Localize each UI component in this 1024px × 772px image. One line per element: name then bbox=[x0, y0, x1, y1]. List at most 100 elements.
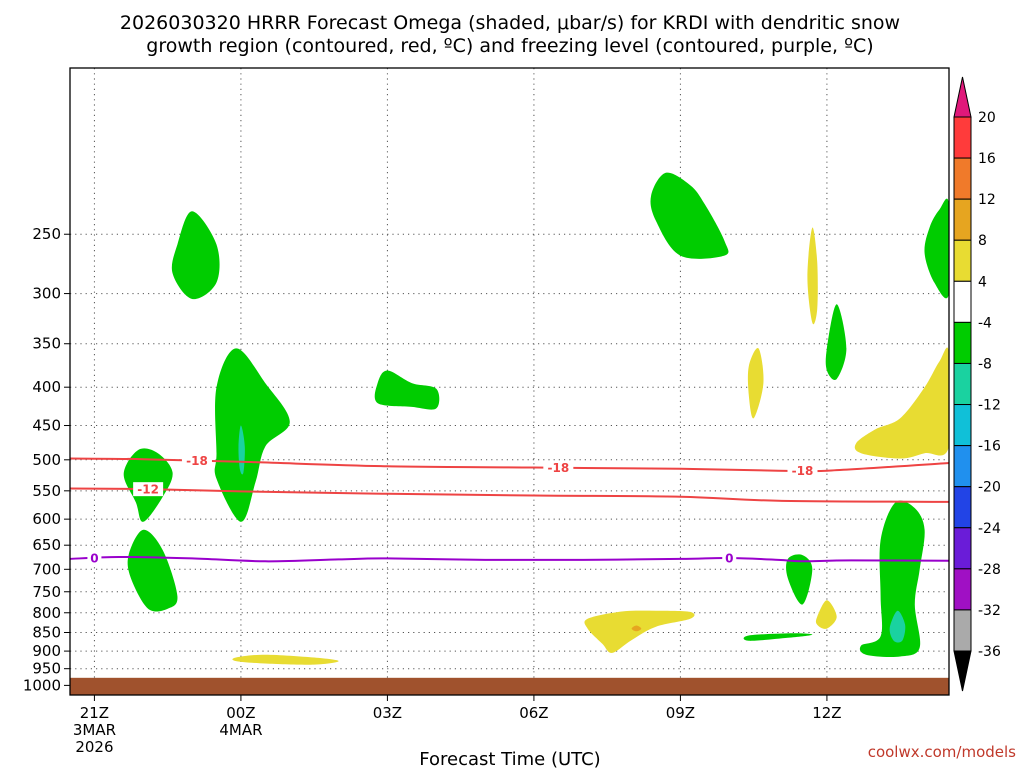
contour-label-bg-0-2 bbox=[787, 463, 818, 478]
colorbar-segment-1 bbox=[953, 157, 972, 200]
colorbar-label-13: -36 bbox=[978, 644, 1001, 660]
colorbar-segment-9 bbox=[953, 486, 972, 529]
y-tick-label-400: 400 bbox=[32, 378, 61, 396]
colorbar-label-8: -16 bbox=[978, 439, 1001, 455]
plot-background bbox=[70, 68, 949, 695]
y-tick-label-500: 500 bbox=[32, 451, 61, 469]
colorbar: 20 16 12 8 4 -4 -8 -12 -16 -20 -24 -28 -32 -36 bbox=[953, 76, 1001, 692]
omega-region-10 bbox=[859, 500, 925, 657]
omega-region-9 bbox=[786, 554, 813, 605]
y-tick-label-600: 600 bbox=[32, 510, 61, 528]
chart-title-line2: growth region (contoured, red, ºC) and f… bbox=[146, 35, 873, 57]
colorbar-label-4: 4 bbox=[978, 274, 987, 290]
omega-region-11 bbox=[889, 610, 906, 643]
contour-label-bg-2-1 bbox=[722, 550, 737, 565]
x-tick-label-00Z: 00Z bbox=[226, 704, 255, 722]
omega-region-13 bbox=[232, 654, 339, 665]
colorbar-label-6: -8 bbox=[978, 356, 992, 372]
omega-region-16 bbox=[807, 227, 818, 325]
colorbar-bottom-arrow bbox=[953, 650, 972, 692]
omega-region-8 bbox=[924, 198, 949, 299]
colorbar-segment-5 bbox=[953, 321, 972, 364]
colorbar-label-1: 16 bbox=[978, 151, 996, 167]
colorbar-label-5: -4 bbox=[978, 315, 992, 331]
y-tick-label-450: 450 bbox=[32, 417, 61, 435]
omega-region-18 bbox=[815, 600, 837, 629]
colorbar-segment-8 bbox=[953, 445, 972, 488]
colorbar-label-12: -32 bbox=[978, 603, 1001, 619]
chart-title-line1: 2026030320 HRRR Forecast Omega (shaded, … bbox=[120, 12, 900, 34]
colorbar-segment-2 bbox=[953, 198, 972, 241]
colorbar-top-arrow bbox=[953, 76, 972, 118]
x-tick-label-12Z: 12Z bbox=[812, 704, 841, 722]
x-tick-label-09Z: 09Z bbox=[666, 704, 695, 722]
x-tick-label-3MAR: 3MAR bbox=[73, 721, 116, 739]
colorbar-segment-3 bbox=[953, 239, 972, 282]
omega-region-2 bbox=[127, 529, 178, 612]
y-tick-label-900: 900 bbox=[32, 642, 61, 660]
contour-label-0-0: -18 bbox=[186, 454, 208, 468]
y-axis-labels: 2503003504004505005506006507007508008509… bbox=[23, 225, 70, 694]
contour-line-2 bbox=[70, 555, 949, 563]
ground-layer bbox=[70, 677, 949, 695]
contour-label-bg-0-1 bbox=[543, 460, 574, 475]
colorbar-segment-11 bbox=[953, 568, 972, 611]
x-tick-label-4MAR: 4MAR bbox=[219, 721, 262, 739]
omega-region-6 bbox=[650, 172, 729, 259]
y-tick-label-250: 250 bbox=[32, 225, 61, 243]
x-tick-label-03Z: 03Z bbox=[373, 704, 402, 722]
colorbar-segment-10 bbox=[953, 527, 972, 570]
colorbar-label-3: 8 bbox=[978, 233, 987, 249]
colorbar-label-11: -28 bbox=[978, 562, 1001, 578]
x-tick-label-06Z: 06Z bbox=[519, 704, 548, 722]
plot-frame bbox=[69, 67, 950, 696]
omega-region-0 bbox=[171, 211, 220, 300]
colorbar-segment-0 bbox=[953, 116, 972, 159]
y-tick-label-700: 700 bbox=[32, 560, 61, 578]
credit-text: coolwx.com/models bbox=[868, 743, 1016, 761]
contour-label-2-1: 0 bbox=[725, 551, 733, 565]
y-tick-label-950: 950 bbox=[32, 660, 61, 678]
contour-label-bg-0-0 bbox=[181, 453, 212, 468]
omega-region-19 bbox=[854, 347, 949, 459]
colorbar-segment-6 bbox=[953, 362, 972, 406]
ground-fill bbox=[70, 677, 949, 695]
contour-label-2-0: 0 bbox=[90, 551, 98, 565]
colorbar-label-2: 12 bbox=[978, 192, 996, 208]
x-tick-label-2026: 2026 bbox=[75, 738, 113, 756]
colorbar-segment-12 bbox=[953, 609, 972, 652]
colorbar-label-9: -20 bbox=[978, 480, 1001, 496]
colorbar-segment-7 bbox=[953, 404, 972, 447]
colorbar-label-7: -12 bbox=[978, 398, 1001, 414]
colorbar-segment-4 bbox=[953, 280, 972, 323]
omega-region-3 bbox=[214, 348, 290, 522]
y-tick-label-300: 300 bbox=[32, 285, 61, 303]
omega-region-12 bbox=[743, 633, 813, 641]
contour-label-0-2: -18 bbox=[792, 464, 814, 478]
colorbar-label-10: -24 bbox=[978, 521, 1001, 537]
omega-region-14 bbox=[584, 610, 695, 653]
contour-label-bg-2-0 bbox=[87, 550, 102, 565]
omega-region-5 bbox=[374, 370, 440, 410]
y-tick-label-350: 350 bbox=[32, 335, 61, 353]
y-tick-label-800: 800 bbox=[32, 604, 61, 622]
omega-region-17 bbox=[747, 347, 764, 419]
y-tick-label-650: 650 bbox=[32, 536, 61, 554]
x-tick-label-21Z: 21Z bbox=[80, 704, 109, 722]
x-axis-title: Forecast Time (UTC) bbox=[419, 749, 600, 768]
contour-label-1-0: -12 bbox=[137, 483, 159, 497]
contour-label-0-1: -18 bbox=[547, 461, 569, 475]
omega-shading bbox=[123, 172, 949, 665]
colorbar-label-0: 20 bbox=[978, 110, 996, 126]
omega-region-15 bbox=[631, 625, 642, 632]
y-tick-label-1000: 1000 bbox=[23, 676, 61, 694]
contour-label-bg-1-0 bbox=[133, 482, 164, 497]
omega-region-7 bbox=[825, 304, 847, 380]
temperature-contours: -18 -18 -18 -12 0 0 bbox=[70, 453, 949, 565]
contour-line-1 bbox=[70, 487, 949, 503]
y-tick-label-750: 750 bbox=[32, 583, 61, 601]
y-tick-label-850: 850 bbox=[32, 623, 61, 641]
